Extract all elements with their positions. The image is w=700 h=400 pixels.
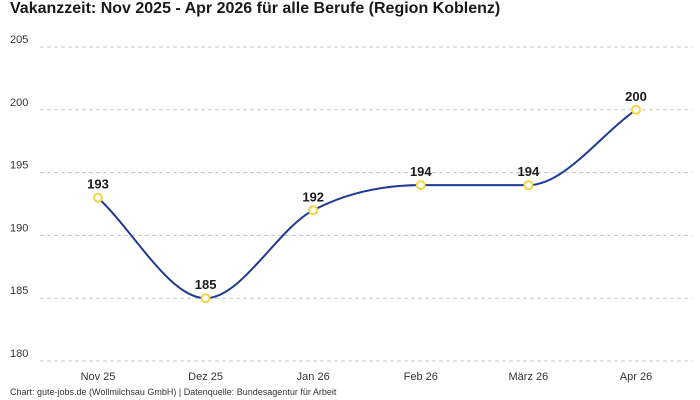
x-axis-ticks: Nov 25 Dez 25 Jan 26 Feb 26 März 26 Apr 26 bbox=[81, 371, 653, 383]
data-point-0 bbox=[93, 192, 103, 203]
x-tick-label-2: Jan 26 bbox=[297, 371, 330, 383]
data-point-2 bbox=[308, 205, 319, 216]
series-line bbox=[97, 108, 637, 300]
grid-lines bbox=[40, 46, 692, 362]
chart-footer-source: Chart: gute-jobs.de (Wollmilchsau GmbH) … bbox=[10, 387, 337, 397]
data-label-3: 194 bbox=[410, 164, 432, 179]
data-point-1 bbox=[200, 293, 211, 304]
y-axis-ticks: 180 185 190 195 200 205 bbox=[10, 34, 28, 360]
y-tick-label-205: 205 bbox=[10, 34, 28, 46]
data-markers bbox=[93, 104, 641, 304]
data-label-0: 193 bbox=[87, 177, 109, 192]
y-tick-label-180: 180 bbox=[10, 348, 28, 360]
y-tick-label-195: 195 bbox=[10, 160, 28, 172]
x-tick-label-0: Nov 25 bbox=[81, 371, 116, 383]
data-point-4 bbox=[523, 180, 534, 191]
y-tick-label-200: 200 bbox=[10, 97, 28, 109]
y-tick-label-190: 190 bbox=[10, 222, 28, 234]
x-tick-label-4: März 26 bbox=[509, 371, 549, 383]
series-line-group bbox=[97, 108, 637, 300]
data-point-3 bbox=[415, 180, 426, 191]
x-tick-label-3: Feb 26 bbox=[404, 371, 438, 383]
data-label-4: 194 bbox=[518, 164, 540, 179]
data-label-2: 192 bbox=[302, 189, 324, 204]
data-label-5: 200 bbox=[625, 89, 647, 104]
data-point-5 bbox=[631, 104, 641, 115]
data-labels: 193 185 192 194 194 200 bbox=[87, 89, 647, 292]
chart-title: Vakanzzeit: Nov 2025 - Apr 2026 für alle… bbox=[10, 0, 501, 17]
x-tick-label-5: Apr 26 bbox=[620, 371, 652, 383]
y-tick-label-185: 185 bbox=[10, 285, 28, 297]
data-label-1: 185 bbox=[195, 277, 217, 292]
x-tick-label-1: Dez 25 bbox=[188, 371, 223, 383]
